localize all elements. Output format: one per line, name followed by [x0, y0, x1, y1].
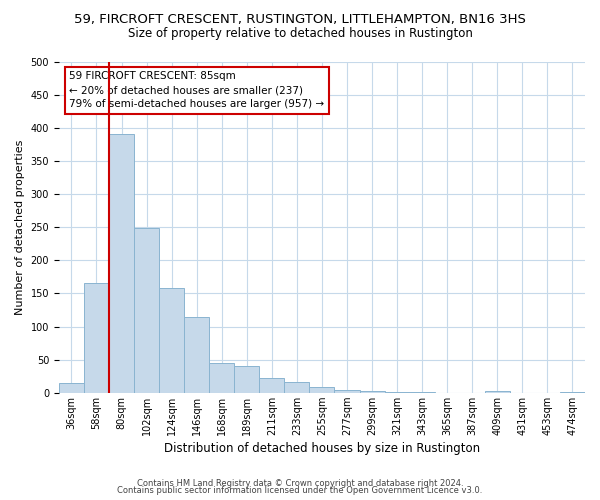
- Bar: [310, 388, 334, 393]
- Text: Size of property relative to detached houses in Rustington: Size of property relative to detached ho…: [128, 28, 472, 40]
- Bar: [560, 392, 585, 393]
- Bar: [209, 363, 234, 393]
- X-axis label: Distribution of detached houses by size in Rustington: Distribution of detached houses by size …: [164, 442, 480, 455]
- Bar: [59, 383, 84, 393]
- Bar: [334, 390, 359, 393]
- Bar: [159, 288, 184, 393]
- Bar: [184, 316, 209, 393]
- Text: Contains public sector information licensed under the Open Government Licence v3: Contains public sector information licen…: [118, 486, 482, 495]
- Bar: [485, 391, 510, 393]
- Text: 59, FIRCROFT CRESCENT, RUSTINGTON, LITTLEHAMPTON, BN16 3HS: 59, FIRCROFT CRESCENT, RUSTINGTON, LITTL…: [74, 12, 526, 26]
- Text: Contains HM Land Registry data © Crown copyright and database right 2024.: Contains HM Land Registry data © Crown c…: [137, 478, 463, 488]
- Y-axis label: Number of detached properties: Number of detached properties: [15, 140, 25, 315]
- Bar: [284, 382, 310, 393]
- Bar: [410, 392, 434, 393]
- Bar: [359, 392, 385, 393]
- Bar: [84, 284, 109, 393]
- Bar: [109, 134, 134, 393]
- Bar: [134, 228, 159, 393]
- Bar: [234, 366, 259, 393]
- Bar: [385, 392, 410, 393]
- Text: 59 FIRCROFT CRESCENT: 85sqm
← 20% of detached houses are smaller (237)
79% of se: 59 FIRCROFT CRESCENT: 85sqm ← 20% of det…: [70, 72, 325, 110]
- Bar: [259, 378, 284, 393]
